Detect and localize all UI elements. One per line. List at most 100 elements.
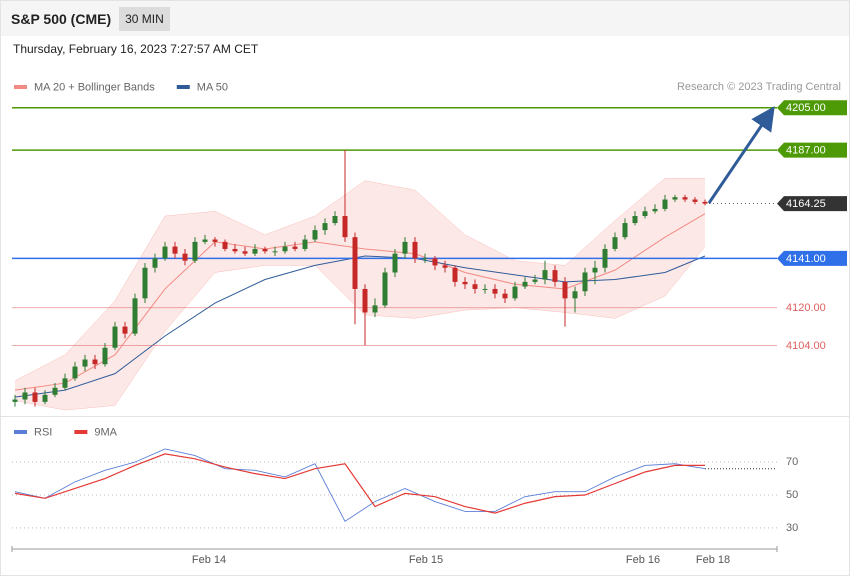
candle-body: [142, 267, 148, 299]
candle-body: [132, 298, 138, 334]
level-label: 4205.00: [786, 102, 826, 114]
candle-body: [482, 288, 488, 290]
timestamp: Thursday, February 16, 2023 7:27:57 AM C…: [13, 42, 259, 56]
candle-body: [522, 281, 528, 287]
candle-body: [512, 286, 518, 299]
legend-label: RSI: [34, 426, 52, 438]
candle-body: [332, 216, 338, 224]
candle-body: [32, 392, 38, 402]
level-label: 4141.00: [786, 253, 826, 265]
candle-body: [112, 326, 118, 348]
level-label: 4187.00: [786, 145, 826, 157]
candle-body: [272, 251, 278, 253]
candle-body: [462, 281, 468, 285]
candle-body: [422, 258, 428, 260]
credit: Research © 2023 Trading Central: [677, 81, 841, 93]
candle-body: [602, 248, 608, 268]
y-tick-label: 50: [786, 489, 798, 501]
candle-body: [172, 246, 178, 254]
candle-body: [282, 246, 288, 252]
candle-body: [532, 279, 538, 282]
candle-body: [632, 216, 638, 224]
candle-body: [402, 241, 408, 254]
candle-body: [242, 251, 248, 254]
candle-body: [92, 359, 98, 365]
candle-body: [352, 237, 358, 289]
candle-body: [562, 281, 568, 299]
candle-body: [212, 239, 218, 242]
candle-body: [292, 246, 298, 249]
level-badge: [777, 142, 847, 158]
legend-swatch: [14, 430, 27, 434]
candle-body: [102, 347, 108, 365]
candle-body: [582, 272, 588, 292]
forecast-arrow: [707, 106, 775, 204]
candle-body: [672, 197, 678, 200]
candle-body: [452, 267, 458, 282]
candle-body: [42, 394, 48, 402]
x-tick-label: Feb 16: [626, 554, 660, 566]
candle-body: [222, 241, 228, 249]
interval-button[interactable]: 30 MIN: [119, 6, 170, 31]
candle-body: [12, 399, 18, 402]
ma-line: [14, 255, 706, 398]
candle-body: [552, 270, 558, 282]
candle-body: [122, 326, 128, 334]
candle-body: [312, 230, 318, 240]
candle-body: [62, 378, 68, 388]
candle-body: [542, 270, 548, 280]
candle-body: [382, 272, 388, 306]
candle-body: [52, 387, 58, 395]
candle-body: [692, 199, 698, 202]
y-tick-label: 30: [786, 522, 798, 534]
candle-body: [82, 359, 88, 367]
rsi-line: [14, 453, 705, 514]
candle-body: [342, 216, 348, 238]
candle-body: [362, 288, 368, 313]
legend-swatch: [74, 430, 88, 434]
x-tick-label: Feb 14: [192, 554, 226, 566]
candle-body: [642, 211, 648, 216]
candle-body: [472, 284, 478, 289]
candle-body: [162, 246, 168, 259]
candle-body: [392, 253, 398, 273]
candle-body: [372, 305, 378, 313]
candle-body: [252, 248, 258, 254]
candle-body: [322, 223, 328, 231]
candle-body: [302, 239, 308, 249]
legend-label: MA 20 + Bollinger Bands: [34, 81, 155, 93]
level-label: 4120.00: [786, 302, 826, 314]
legend-label: 9MA: [94, 426, 117, 438]
candle-body: [152, 258, 158, 268]
y-tick-label: 70: [786, 456, 798, 468]
level-label: 4164.25: [786, 198, 826, 210]
candle-body: [592, 267, 598, 273]
legend-swatch: [176, 85, 190, 89]
level-badge: [777, 250, 847, 266]
candle-body: [202, 239, 208, 242]
x-tick-label: Feb 15: [409, 554, 443, 566]
level-label: 4104.00: [786, 340, 826, 352]
candle-body: [492, 288, 498, 294]
legend-label: MA 50: [197, 81, 228, 93]
band-middle: [14, 213, 706, 391]
rsi-line: [14, 448, 706, 522]
candle-body: [622, 223, 628, 238]
instrument-title: S&P 500 (CME): [11, 10, 112, 27]
candle-body: [22, 392, 28, 400]
band-upper: [14, 178, 705, 381]
candle-body: [262, 248, 268, 252]
level-badge: [777, 100, 847, 116]
candle-body: [72, 366, 78, 379]
candle-body: [502, 293, 508, 299]
level-badge: [777, 196, 847, 212]
candle-body: [702, 201, 708, 204]
candle-body: [652, 208, 658, 212]
candle-body: [682, 197, 688, 200]
x-tick-label: Feb 18: [696, 554, 730, 566]
candle-body: [182, 253, 188, 261]
candle-body: [192, 241, 198, 261]
candle-body: [612, 237, 618, 249]
